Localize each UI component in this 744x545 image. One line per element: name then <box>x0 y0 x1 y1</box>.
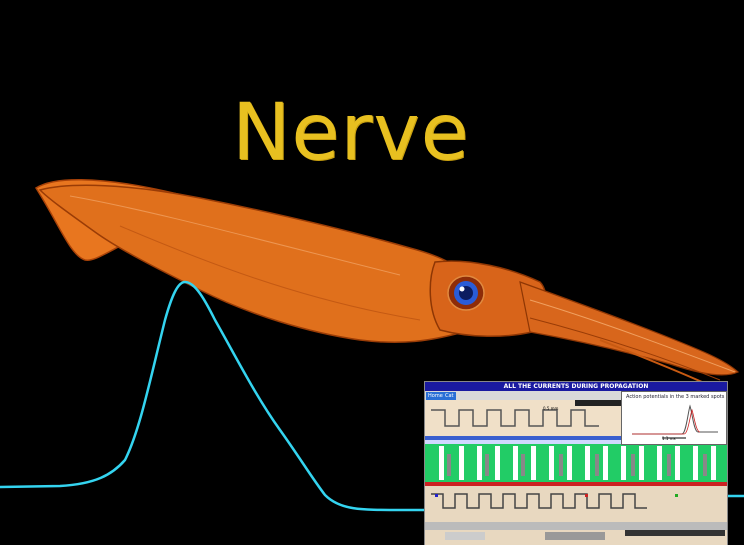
action-potential-trace <box>0 280 430 512</box>
cat-button[interactable]: Cat <box>443 392 456 400</box>
squid-mantle <box>38 184 471 344</box>
squid-arms <box>519 281 740 376</box>
thumbnail-graphics: 0.5 mm <box>425 400 727 545</box>
ap-mini-chart <box>632 404 718 439</box>
home-button[interactable]: Home <box>426 392 445 400</box>
simulation-thumbnail[interactable]: ALL THE CURRENTS DURING PROPAGATION Home… <box>424 381 728 545</box>
ap-scale-label: 1.1 ms <box>662 436 676 441</box>
thumbnail-header: ALL THE CURRENTS DURING PROPAGATION <box>425 382 727 391</box>
action-potential-panel: Action potentials in the 3 marked spots … <box>621 391 727 445</box>
svg-text:0.5 mm: 0.5 mm <box>543 406 559 411</box>
page-title: Nerve <box>232 88 470 178</box>
ap-panel-title: Action potentials in the 3 marked spots <box>626 394 725 400</box>
squid-illustration <box>34 179 740 393</box>
squid-eye <box>447 275 485 311</box>
